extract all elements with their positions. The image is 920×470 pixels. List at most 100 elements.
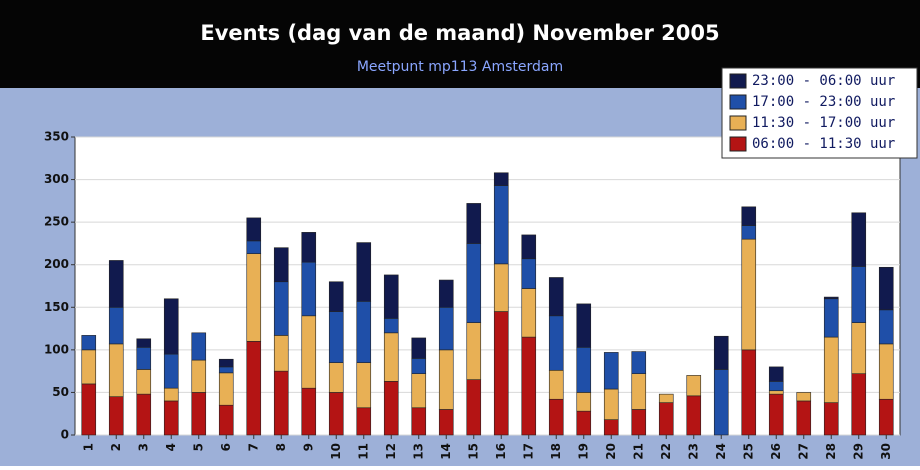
bar-segment — [438, 349, 454, 410]
x-tick-label: 18 — [549, 443, 563, 460]
bar-segment — [796, 400, 812, 436]
bar-segment — [493, 263, 509, 312]
bar-segment — [548, 277, 564, 317]
bar-segment — [521, 336, 537, 436]
x-tick-label: 20 — [604, 443, 618, 460]
x-tick-label: 23 — [686, 443, 700, 460]
bar-segment — [466, 243, 482, 323]
bar-segment — [851, 322, 867, 374]
bar-segment — [878, 309, 894, 345]
bar-segment — [768, 366, 784, 382]
bar-segment — [521, 258, 537, 289]
bar-segment — [383, 318, 399, 334]
x-tick-label: 30 — [879, 443, 893, 460]
bar-segment — [246, 341, 262, 436]
bar-segment — [631, 373, 647, 410]
x-tick-label: 3 — [136, 443, 150, 451]
bar-segment — [81, 383, 97, 436]
bar-segment — [658, 393, 674, 403]
bar-segment — [576, 303, 592, 348]
bar-segment — [411, 358, 427, 374]
bar-segment — [191, 392, 207, 436]
x-tick-label: 21 — [631, 443, 645, 460]
bar-segment — [438, 279, 454, 308]
bar-segment — [576, 347, 592, 393]
bar-segment — [521, 288, 537, 338]
bar-segment — [328, 392, 344, 436]
x-tick-label: 4 — [164, 443, 178, 451]
legend-label: 11:30 - 17:00 uur — [752, 115, 895, 131]
plot-area — [74, 136, 901, 436]
x-tick-label: 12 — [384, 443, 398, 460]
y-tick-label: 100 — [44, 342, 69, 356]
bar-segment — [218, 404, 234, 436]
x-tick-label: 24 — [714, 443, 728, 460]
bar-segment — [218, 358, 234, 368]
bar-segment — [246, 253, 262, 342]
y-tick-label: 200 — [44, 257, 69, 271]
x-tick-label: 10 — [329, 443, 343, 460]
bar-segment — [823, 296, 839, 300]
bar-segment — [466, 379, 482, 436]
bar-segment — [163, 387, 179, 402]
bar-segment — [356, 407, 372, 436]
x-tick-label: 2 — [109, 443, 123, 451]
bar-segment — [686, 395, 702, 436]
bar-segment — [411, 337, 427, 359]
y-tick-label: 250 — [44, 215, 69, 229]
bar-segment — [356, 301, 372, 363]
bar-segment — [878, 398, 894, 436]
y-tick-label: 150 — [44, 300, 69, 314]
x-tick-label: 11 — [356, 443, 370, 460]
x-tick-label: 1 — [81, 443, 95, 451]
bar-segment — [246, 240, 262, 254]
bar-segment — [136, 369, 152, 395]
legend-swatch — [729, 94, 747, 110]
bar-segment — [136, 347, 152, 370]
x-tick-label: 14 — [439, 443, 453, 460]
bar-segment — [328, 362, 344, 393]
bar-segment — [603, 419, 619, 436]
legend-label: 17:00 - 23:00 uur — [752, 94, 895, 110]
x-tick-label: 26 — [769, 443, 783, 460]
bar-segment — [301, 387, 317, 436]
bar-segment — [823, 336, 839, 403]
bar-segment — [493, 172, 509, 186]
bar-segment — [796, 392, 812, 402]
bar-segment — [136, 393, 152, 436]
legend-swatch — [729, 136, 747, 152]
bar-segment — [658, 402, 674, 436]
bar-segment — [878, 343, 894, 400]
bar-segment — [548, 315, 564, 371]
bar-segment — [273, 281, 289, 336]
x-tick-label: 16 — [494, 443, 508, 460]
bar-segment — [301, 261, 317, 317]
y-tick-label: 300 — [44, 172, 69, 186]
x-tick-label: 15 — [466, 443, 480, 460]
bar-segment — [301, 315, 317, 389]
bar-segment — [493, 185, 509, 265]
bar-segment — [576, 392, 592, 412]
bar-segment — [603, 352, 619, 390]
bar-segment — [218, 372, 234, 406]
bar-segment — [356, 242, 372, 302]
x-tick-label: 19 — [576, 443, 590, 460]
bar-segment — [493, 311, 509, 436]
legend-swatch — [729, 115, 747, 131]
y-tick-label: 350 — [44, 130, 69, 144]
bar-segment — [163, 353, 179, 389]
y-tick-label: 0 — [61, 428, 69, 442]
bar-segment — [603, 388, 619, 420]
bar-segment — [713, 335, 729, 370]
bar-segment — [548, 369, 564, 400]
bar-segment — [191, 359, 207, 393]
x-tick-label: 8 — [274, 443, 288, 451]
bar-segment — [191, 332, 207, 361]
bar-segment — [878, 266, 894, 311]
bar-segment — [246, 217, 262, 242]
bar-segment — [273, 335, 289, 372]
bar-segment — [356, 362, 372, 409]
bar-segment — [383, 274, 399, 319]
bar-segment — [741, 225, 757, 240]
